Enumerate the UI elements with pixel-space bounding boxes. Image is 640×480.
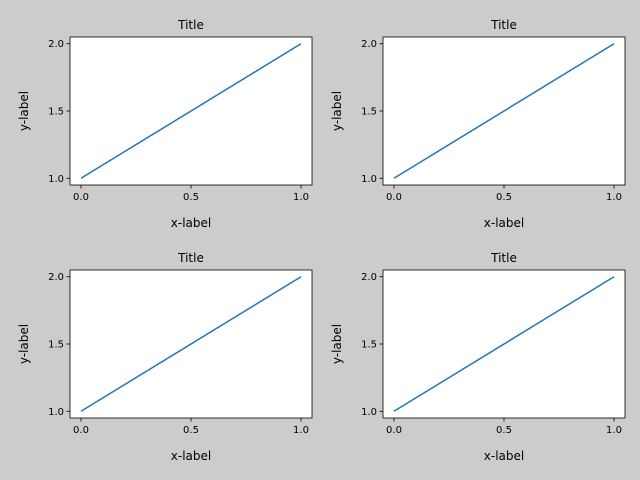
x-tick-label: 1.0 xyxy=(606,425,622,436)
x-tick-label: 1.0 xyxy=(606,192,622,203)
y-tick-label: 2.0 xyxy=(361,272,377,283)
subplot-title: Title xyxy=(490,251,517,265)
x-axis-label: x-label xyxy=(484,449,524,463)
x-axis-label: x-label xyxy=(484,216,524,230)
y-axis-label: y-label xyxy=(330,324,344,364)
y-tick-label: 1.5 xyxy=(48,340,64,351)
x-tick-label: 0.5 xyxy=(183,425,199,436)
y-tick-label: 1.5 xyxy=(361,107,377,118)
data-line xyxy=(393,43,615,179)
x-tick-label: 0.0 xyxy=(73,192,89,203)
subplot-3: 0.0 0.5 1.0 1.0 1.5 2.0 Title x-label y-label xyxy=(17,251,313,463)
subplot-title: Title xyxy=(490,18,517,32)
y-tick-label: 1.5 xyxy=(48,107,64,118)
y-tick-label: 1.0 xyxy=(48,407,64,418)
x-tick-label: 0.5 xyxy=(496,425,512,436)
x-tick-label: 1.0 xyxy=(293,425,309,436)
y-axis-label: y-label xyxy=(17,324,31,364)
x-axis-label: x-label xyxy=(171,449,211,463)
y-tick-label: 1.0 xyxy=(361,174,377,185)
subplot-title: Title xyxy=(177,251,204,265)
y-tick-label: 2.0 xyxy=(361,39,377,50)
x-tick-label: 0.0 xyxy=(386,192,402,203)
y-axis-label: y-label xyxy=(17,91,31,131)
x-tick-label: 1.0 xyxy=(293,192,309,203)
data-line xyxy=(393,276,615,412)
subplot-1: 0.0 0.5 1.0 1.0 1.5 2.0 Title x-label y-label xyxy=(17,18,313,230)
data-line xyxy=(80,43,302,179)
subplot-title: Title xyxy=(177,18,204,32)
x-tick-label: 0.0 xyxy=(386,425,402,436)
x-tick-label: 0.0 xyxy=(73,425,89,436)
subplot-4: 0.0 0.5 1.0 1.0 1.5 2.0 Title x-label y-label xyxy=(330,251,626,463)
y-axis-label: y-label xyxy=(330,91,344,131)
x-tick-label: 0.5 xyxy=(496,192,512,203)
x-axis-label: x-label xyxy=(171,216,211,230)
y-tick-label: 1.0 xyxy=(48,174,64,185)
y-tick-label: 1.5 xyxy=(361,340,377,351)
x-tick-label: 0.5 xyxy=(183,192,199,203)
y-tick-label: 2.0 xyxy=(48,272,64,283)
data-line xyxy=(80,276,302,412)
y-tick-label: 1.0 xyxy=(361,407,377,418)
y-tick-label: 2.0 xyxy=(48,39,64,50)
subplot-2: 0.0 0.5 1.0 1.0 1.5 2.0 Title x-label y-label xyxy=(330,18,626,230)
